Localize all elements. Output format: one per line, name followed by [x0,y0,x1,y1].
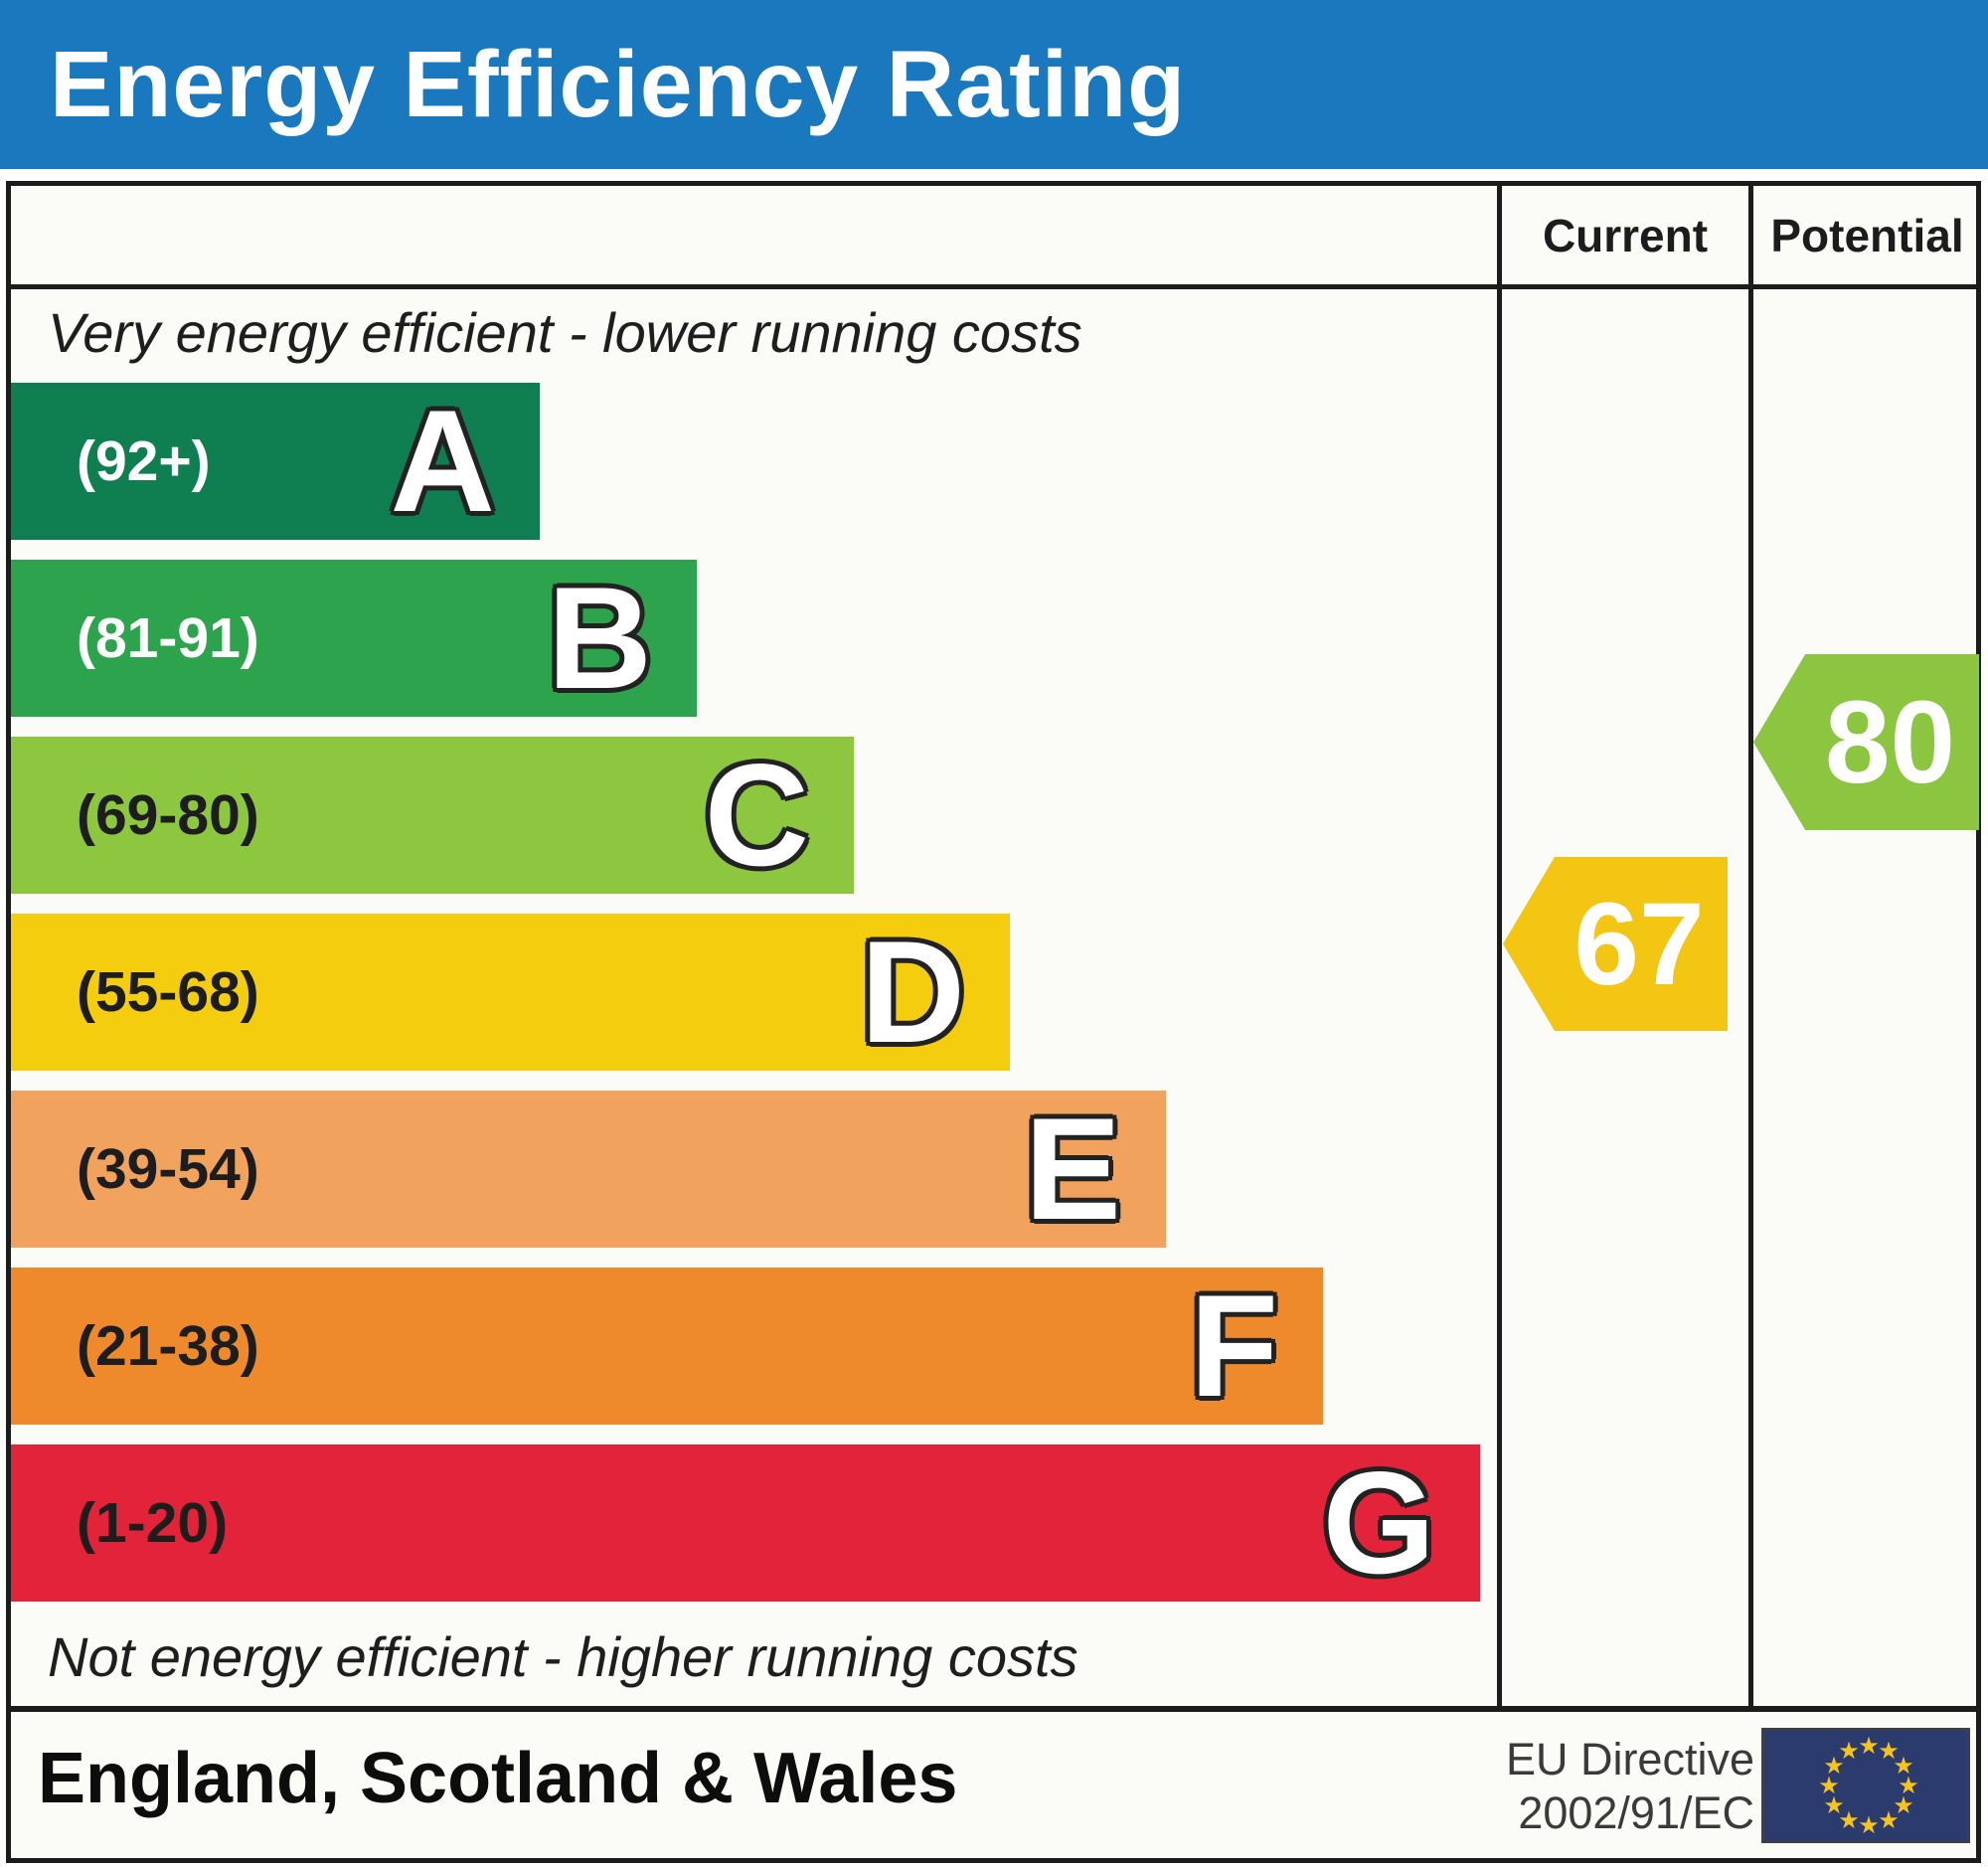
top-note: Very energy efficient - lower running co… [48,301,1082,364]
current-column-divider [1497,181,1502,1706]
footer-separator [6,1706,1981,1712]
eu-directive-line2: 2002/91/EC [1518,1787,1754,1838]
band-letter-g: G [1322,1442,1435,1604]
band-range-d: (55-68) [77,960,259,1024]
region-label: England, Scotland & Wales [38,1739,958,1818]
eu-directive-label: EU Directive 2002/91/EC [1392,1733,1754,1840]
potential-rating-tag: 80 [1753,654,1979,830]
band-letter-e: E [1024,1088,1121,1250]
header-separator [6,284,1981,289]
band-letter-c: C [704,734,809,896]
band-letter-f: F [1189,1265,1278,1427]
band-letter-b: B [547,557,652,719]
band-range-g: (1-20) [77,1491,229,1555]
band-row-e: (39-54) E [11,1091,1166,1248]
potential-column-header: Potential [1770,209,1964,261]
bottom-note: Not energy efficient - higher running co… [48,1625,1078,1688]
eu-star-icon [1837,1740,1861,1764]
band-letter-a: A [390,380,495,542]
band-row-f: (21-38) F [11,1268,1323,1425]
current-rating-value: 67 [1574,878,1705,1010]
eu-flag-icon [1761,1728,1970,1843]
band-row-g: (1-20) G [11,1444,1480,1602]
band-letter-d: D [860,911,965,1073]
band-row-d: (55-68) D [11,914,1010,1071]
eu-directive-line1: EU Directive [1505,1734,1754,1784]
band-range-f: (21-38) [77,1314,259,1378]
current-rating-tag: 67 [1503,857,1728,1031]
page-title: Energy Efficiency Rating [50,31,1187,137]
band-row-a: (92+) A [11,383,540,540]
potential-column-divider [1748,181,1753,1706]
band-row-c: (69-80) C [11,737,854,894]
band-range-b: (81-91) [77,606,259,670]
current-column-header: Current [1542,209,1709,261]
band-range-a: (92+) [77,429,211,493]
band-row-b: (81-91) B [11,560,697,717]
band-range-c: (69-80) [77,783,259,847]
title-bar: Energy Efficiency Rating [0,0,1988,169]
band-range-e: (39-54) [77,1137,259,1201]
potential-rating-value: 80 [1824,676,1956,808]
